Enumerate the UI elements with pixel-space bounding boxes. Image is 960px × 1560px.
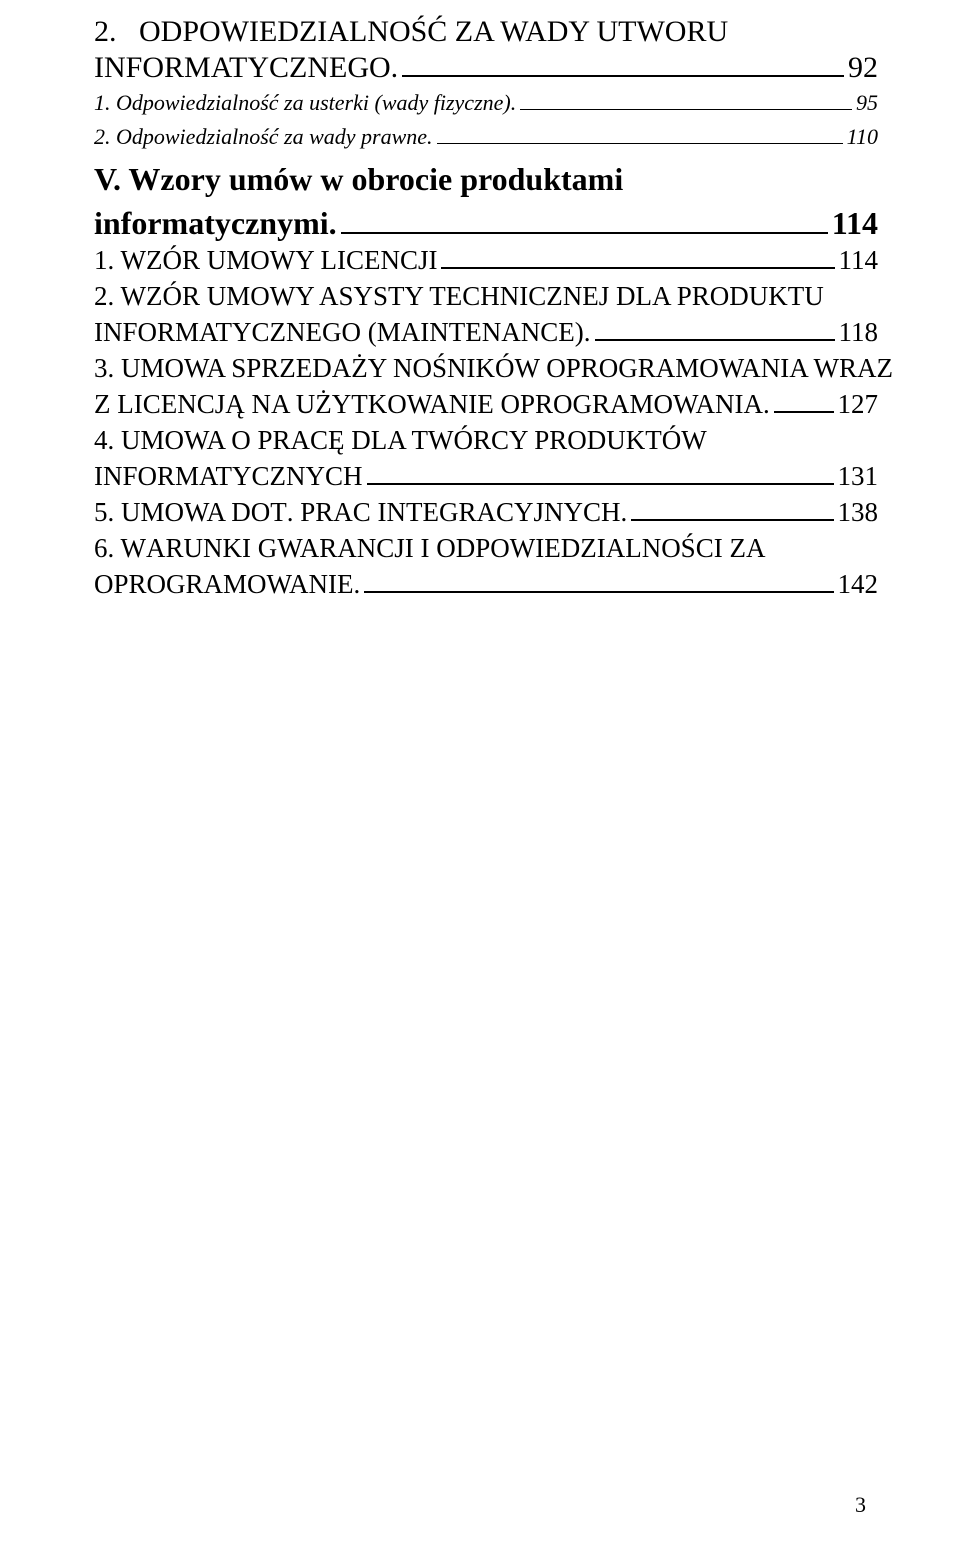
sc-line: 5. UMOWA DOT. PRAC INTEGRACYJNYCH. 138 <box>94 494 878 530</box>
leader <box>441 248 834 269</box>
sc-line-label: Z LICENCJĄ NA UŻYTKOWANIE OPROGRAMOWANIA… <box>94 386 770 422</box>
bold-block-page: 114 <box>832 204 878 242</box>
heading2-line2: INFORMATYCZNEGO. 92 <box>94 50 878 86</box>
page: 2. ODPOWIEDZIALNOŚĆ ZA WADY UTWORU INFOR… <box>0 0 960 1560</box>
italic-entry-page: 110 <box>847 120 878 154</box>
sc-line: 4. UMOWA O PRACĘ DLA TWÓRCY PRODUKTÓW <box>94 422 878 458</box>
heading2-line1: 2. ODPOWIEDZIALNOŚĆ ZA WADY UTWORU <box>94 14 878 50</box>
bold-block-line1: V. Wzory umów w obrocie produktami <box>94 160 878 198</box>
italic-entry: 2. Odpowiedzialność za wady prawne. 110 <box>94 120 878 154</box>
bold-block-line1-text: V. Wzory umów w obrocie produktami <box>94 161 623 197</box>
leader <box>631 500 833 521</box>
italic-entry-page: 95 <box>856 86 878 120</box>
sc-line-page: 118 <box>839 314 879 350</box>
leader <box>774 392 834 413</box>
leader <box>520 94 852 110</box>
sc-line-label: 2. WZÓR UMOWY ASYSTY TECHNICZNEJ DLA PRO… <box>94 278 824 314</box>
sc-line: OPROGRAMOWANIE. 142 <box>94 566 878 602</box>
sc-line: 6. WARUNKI GWARANCJI I ODPOWIEDZIALNOŚCI… <box>94 530 878 566</box>
leader <box>341 210 828 234</box>
heading2-page: 92 <box>848 50 878 86</box>
italic-entry: 1. Odpowiedzialność za usterki (wady fiz… <box>94 86 878 120</box>
heading2-line1-text: 2. ODPOWIEDZIALNOŚĆ ZA WADY UTWORU <box>94 15 728 48</box>
sc-line-page: 131 <box>838 458 879 494</box>
sc-entries: 1. WZÓR UMOWY LICENCJI 114 2. WZÓR UMOWY A… <box>94 242 878 602</box>
sc-line-page: 127 <box>838 386 879 422</box>
sc-line-label: 5. UMOWA DOT. PRAC INTEGRACYJNYCH. <box>94 494 627 530</box>
sc-line: INFORMATYCZNYCH 131 <box>94 458 878 494</box>
sc-line-label: 3. UMOWA SPRZEDAŻY NOŚNIKÓW OPROGRAMOWAN… <box>94 350 893 386</box>
leader <box>367 464 834 485</box>
sc-line-page: 114 <box>839 242 879 278</box>
sc-line: 1. WZÓR UMOWY LICENCJI 114 <box>94 242 878 278</box>
sc-line-label: 4. UMOWA O PRACĘ DLA TWÓRCY PRODUKTÓW <box>94 422 707 458</box>
sc-line: INFORMATYCZNEGO (MAINTENANCE). 118 <box>94 314 878 350</box>
italic-entry-label: 2. Odpowiedzialność za wady prawne. <box>94 120 433 154</box>
heading2-line2-label: INFORMATYCZNEGO. <box>94 50 398 86</box>
italic-entries: 1. Odpowiedzialność za usterki (wady fiz… <box>94 86 878 154</box>
italic-entry-label: 1. Odpowiedzialność za usterki (wady fiz… <box>94 86 516 120</box>
bold-block-line2: informatycznymi. 114 <box>94 204 878 242</box>
sc-line-label: INFORMATYCZNEGO (MAINTENANCE). <box>94 314 591 350</box>
sc-line-label: 1. WZÓR UMOWY LICENCJI <box>94 242 437 278</box>
sc-line-page: 142 <box>838 566 879 602</box>
sc-line-label: 6. WARUNKI GWARANCJI I ODPOWIEDZIALNOŚCI… <box>94 530 765 566</box>
sc-line-label: OPROGRAMOWANIE. <box>94 566 360 602</box>
sc-line: 3. UMOWA SPRZEDAŻY NOŚNIKÓW OPROGRAMOWAN… <box>94 350 878 386</box>
sc-line: Z LICENCJĄ NA UŻYTKOWANIE OPROGRAMOWANIA… <box>94 386 878 422</box>
sc-line: 2. WZÓR UMOWY ASYSTY TECHNICZNEJ DLA PRO… <box>94 278 878 314</box>
footer-page-number: 3 <box>855 1492 866 1518</box>
bold-block-line2-label: informatycznymi. <box>94 204 337 242</box>
leader <box>595 320 835 341</box>
leader <box>402 54 844 77</box>
sc-line-label: INFORMATYCZNYCH <box>94 458 363 494</box>
leader <box>364 572 833 593</box>
leader <box>437 128 843 144</box>
sc-line-page: 138 <box>838 494 879 530</box>
